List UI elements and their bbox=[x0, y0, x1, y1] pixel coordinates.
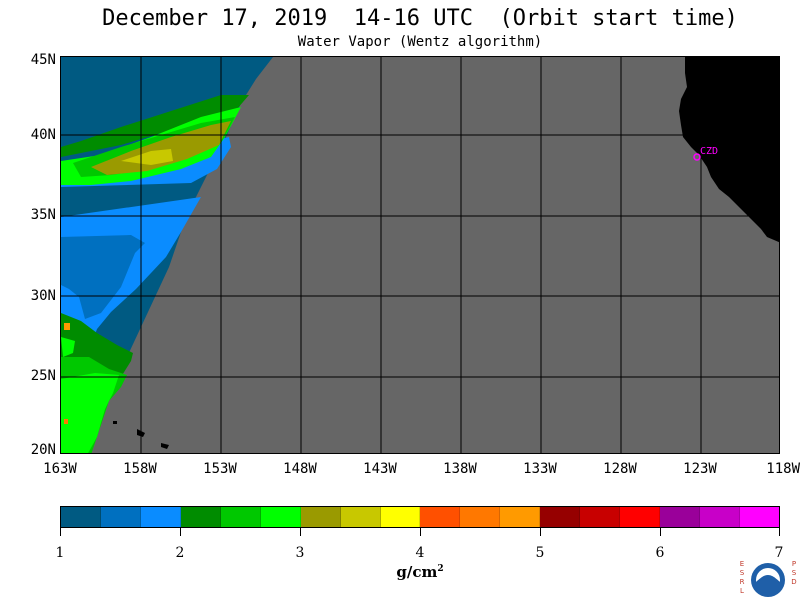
colorbar-label-7: 7 bbox=[774, 545, 784, 561]
lat-label-40n: 40N bbox=[30, 127, 56, 143]
lon-label-163w: 163W bbox=[43, 461, 77, 477]
colorbar bbox=[60, 506, 780, 528]
colorbar-segment bbox=[620, 507, 661, 527]
vapor-swath bbox=[61, 57, 273, 453]
colorbar-segment bbox=[260, 507, 301, 527]
colorbar-tick bbox=[779, 528, 780, 536]
colorbar-segment bbox=[500, 507, 541, 527]
station-marker bbox=[693, 153, 701, 161]
colorbar-tick bbox=[60, 528, 61, 536]
hawaiian-islands bbox=[113, 421, 169, 449]
colorbar-segment bbox=[100, 507, 141, 527]
colorbar-segment bbox=[140, 507, 181, 527]
map-title: December 17, 2019 14-16 UTC (Orbit start… bbox=[102, 6, 738, 31]
lat-label-30n: 30N bbox=[30, 288, 56, 304]
colorbar-label-2: 2 bbox=[175, 545, 185, 561]
colorbar-segment bbox=[380, 507, 421, 527]
map-subtitle: Water Vapor (Wentz algorithm) bbox=[297, 34, 543, 50]
noaa-logo-icon bbox=[751, 563, 785, 597]
colorbar-label-1: 1 bbox=[55, 545, 65, 561]
colorbar-tick bbox=[300, 528, 301, 536]
lon-label-148w: 148W bbox=[283, 461, 317, 477]
lon-label-138w: 138W bbox=[443, 461, 477, 477]
colorbar-tick bbox=[660, 528, 661, 536]
colorbar-tick bbox=[420, 528, 421, 536]
colorbar-label-4: 4 bbox=[415, 545, 425, 561]
colorbar-segment bbox=[580, 507, 621, 527]
colorbar-segment bbox=[300, 507, 341, 527]
colorbar-segment bbox=[660, 507, 700, 527]
logo-right-letters: P S D bbox=[791, 560, 797, 586]
baja-peninsula bbox=[761, 229, 779, 243]
colorbar-segment bbox=[700, 507, 740, 527]
lon-label-143w: 143W bbox=[363, 461, 397, 477]
colorbar-tick bbox=[180, 528, 181, 536]
lat-label-20n: 20N bbox=[30, 442, 56, 458]
lat-label-35n: 35N bbox=[30, 207, 56, 223]
lon-label-123w: 123W bbox=[683, 461, 717, 477]
map-canvas bbox=[61, 57, 779, 453]
graticule bbox=[61, 57, 779, 453]
lon-label-133w: 133W bbox=[523, 461, 557, 477]
lon-label-118w: 118W bbox=[766, 461, 800, 477]
north-america-landmass bbox=[679, 57, 779, 239]
colorbar-segment bbox=[540, 507, 581, 527]
colorbar-segment bbox=[739, 507, 779, 527]
lat-label-25n: 25N bbox=[30, 368, 56, 384]
colorbar-segment bbox=[180, 507, 221, 527]
lon-label-153w: 153W bbox=[203, 461, 237, 477]
esrl-psd-logo: E S R L P S D bbox=[736, 560, 800, 600]
lon-label-128w: 128W bbox=[603, 461, 637, 477]
station-label-czd: CZD bbox=[700, 146, 719, 157]
logo-left-letters: E S R L bbox=[739, 560, 745, 595]
colorbar-label-6: 6 bbox=[655, 545, 665, 561]
colorbar-segment bbox=[460, 507, 501, 527]
water-vapor-map bbox=[60, 56, 780, 454]
colorbar-tick bbox=[540, 528, 541, 536]
colorbar-segment bbox=[220, 507, 261, 527]
lat-label-45n: 45N bbox=[30, 52, 56, 68]
lon-label-158w: 158W bbox=[123, 461, 157, 477]
colorbar-segment bbox=[420, 507, 461, 527]
colorbar-segment bbox=[61, 507, 101, 527]
units-text: g/cm bbox=[396, 563, 438, 581]
units-exponent: 2 bbox=[437, 564, 444, 574]
colorbar-units: g/cm2 bbox=[380, 563, 460, 581]
colorbar-label-3: 3 bbox=[295, 545, 305, 561]
colorbar-segment bbox=[340, 507, 381, 527]
colorbar-label-5: 5 bbox=[535, 545, 545, 561]
